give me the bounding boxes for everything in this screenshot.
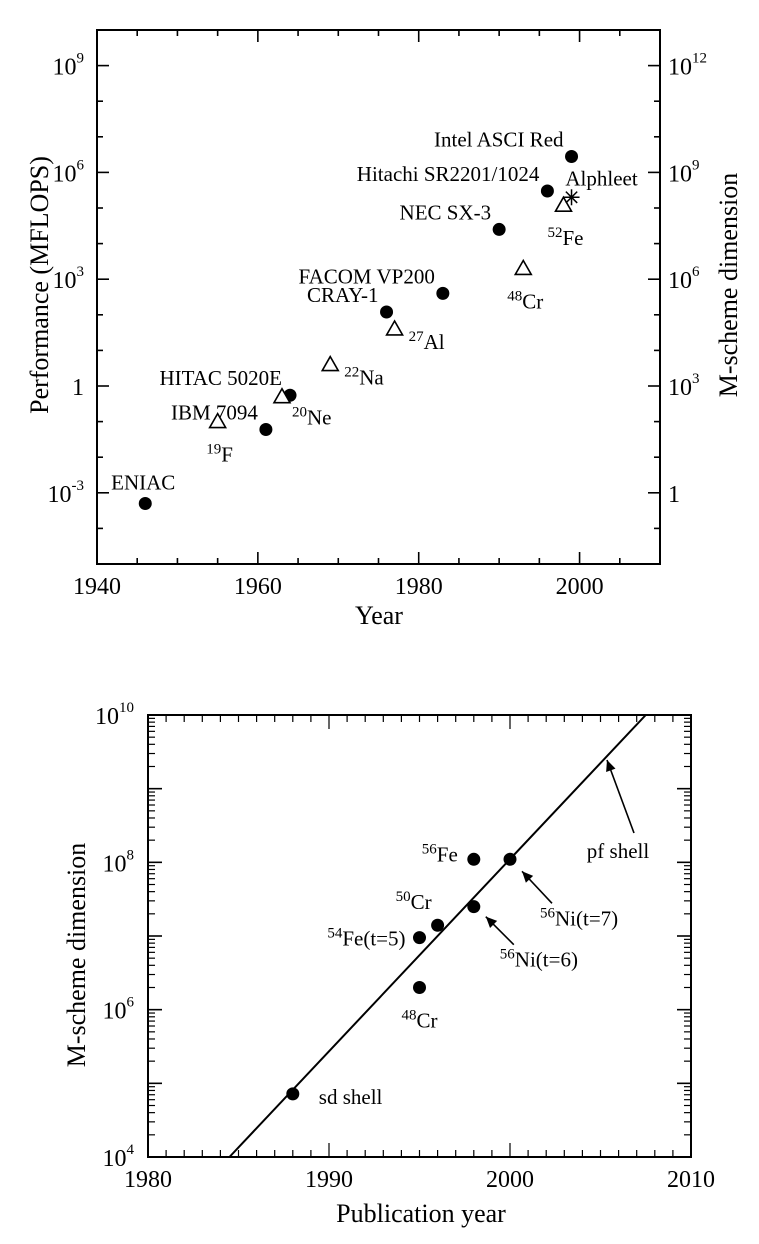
asterisk-stroke: [565, 191, 578, 204]
top-circle-label: CRAY-1: [307, 283, 379, 307]
top-y-tick-label: 10-3: [48, 478, 85, 508]
top-triangle-point: [320, 354, 340, 372]
top-circle-point: [540, 184, 554, 198]
top-circle-point: [565, 149, 579, 163]
top-asterisk-label: Alphleet: [565, 166, 637, 190]
top-triangle-label: 52Fe: [547, 225, 583, 250]
bottom-data-point: [286, 1087, 300, 1101]
bottom-point-label: 56Ni(t=7): [540, 905, 618, 930]
bottom-point-label: 48Cr: [402, 1007, 438, 1032]
top-y2-tick-label: 1012: [668, 51, 707, 81]
top-circle-point: [380, 305, 394, 319]
bottom-x-tick-label: 2000: [486, 1167, 534, 1193]
top-circle-label: Hitachi SR2201/1024: [357, 162, 540, 186]
arrow-ni-t6-head: [485, 916, 498, 928]
bottom-pf-shell-label: pf shell: [587, 839, 650, 863]
top-triangle-label: 19F: [206, 442, 233, 467]
bottom-point-label: 56Fe: [422, 841, 458, 866]
top-x-axis-label: Year: [355, 601, 403, 630]
top-triangle-label: 22Na: [344, 365, 384, 390]
top-y-tick-label: 1: [72, 375, 84, 401]
bottom-data-point: [413, 931, 426, 945]
top-circle-label: FACOM VP200: [298, 264, 434, 288]
top-x-tick-label: 2000: [556, 574, 604, 600]
top-y2-tick-label: 109: [668, 157, 700, 187]
bottom-chart-dimension-vs-publication-year: Publication year M-scheme dimension 1980…: [62, 700, 715, 1228]
top-triangle-point: [513, 258, 533, 276]
top-triangle-label: 48Cr: [507, 288, 543, 313]
top-y-tick-label: 106: [53, 157, 85, 187]
top-y-tick-label: 103: [53, 264, 85, 294]
top-x-tick-label: 1960: [234, 574, 282, 600]
bottom-x-tick-label: 1980: [124, 1167, 172, 1193]
top-triangle-label: 20Ne: [292, 405, 332, 430]
bottom-data-point: [467, 852, 481, 866]
top-circle-label: NEC SX-3: [400, 200, 492, 224]
top-x-tick-label: 1980: [395, 574, 443, 600]
arrow-ni-t7-head: [522, 871, 534, 883]
top-chart-performance-vs-year: Year Performance (MFLOPS) M-scheme dimen…: [25, 29, 743, 630]
top-triangle-point: [272, 387, 292, 404]
top-y2-tick-label: 103: [668, 371, 700, 401]
bottom-y-axis-label: M-scheme dimension: [62, 843, 91, 1068]
bottom-y-tick-label: 104: [103, 1142, 135, 1172]
top-triangle-label: 27Al: [409, 329, 445, 354]
bottom-x-axis-label: Publication year: [336, 1199, 506, 1228]
top-circle-label: Intel ASCI Red: [434, 127, 564, 151]
arrow-pf-shell-head: [606, 760, 616, 773]
top-circle-point: [492, 222, 506, 236]
bottom-data-point: [431, 918, 445, 932]
bottom-point-label: 54Fe(t=5): [327, 926, 405, 951]
bottom-x-tick-label: 1990: [305, 1167, 353, 1193]
top-triangle-point: [385, 319, 404, 336]
top-circle-point: [138, 497, 152, 511]
top-circle-point: [436, 286, 450, 300]
bottom-y-tick-label: 108: [103, 847, 135, 877]
bottom-data-point: [503, 852, 517, 866]
bottom-point-label: 50Cr: [396, 889, 432, 914]
top-y2-tick-label: 1: [668, 482, 680, 508]
bottom-point-label: sd shell: [319, 1085, 383, 1109]
top-y-axis-label: Performance (MFLOPS): [25, 156, 54, 414]
arrow-pf-shell: [606, 759, 635, 834]
bottom-y-tick-label: 106: [103, 995, 135, 1025]
top-y-tick-label: 109: [53, 51, 85, 81]
top-triangle-point: [208, 411, 228, 429]
top-triangle-point: [554, 195, 573, 212]
top-asterisk-point: [563, 189, 580, 206]
bottom-trend-line: [228, 714, 647, 1158]
top-circle-label: HITAC 5020E: [159, 366, 282, 390]
top-circle-point: [259, 422, 273, 436]
bottom-data-point: [467, 900, 481, 914]
bottom-x-tick-label: 2010: [667, 1167, 715, 1193]
top-y2-axis-label: M-scheme dimension: [714, 173, 743, 398]
bottom-y-tick-label: 1010: [95, 700, 134, 730]
bottom-data-point: [413, 980, 426, 994]
top-circle-label: ENIAC: [111, 471, 175, 495]
top-y2-tick-label: 106: [668, 264, 700, 294]
top-x-tick-label: 1940: [73, 574, 121, 600]
bottom-point-label: 56Ni(t=6): [500, 947, 578, 972]
